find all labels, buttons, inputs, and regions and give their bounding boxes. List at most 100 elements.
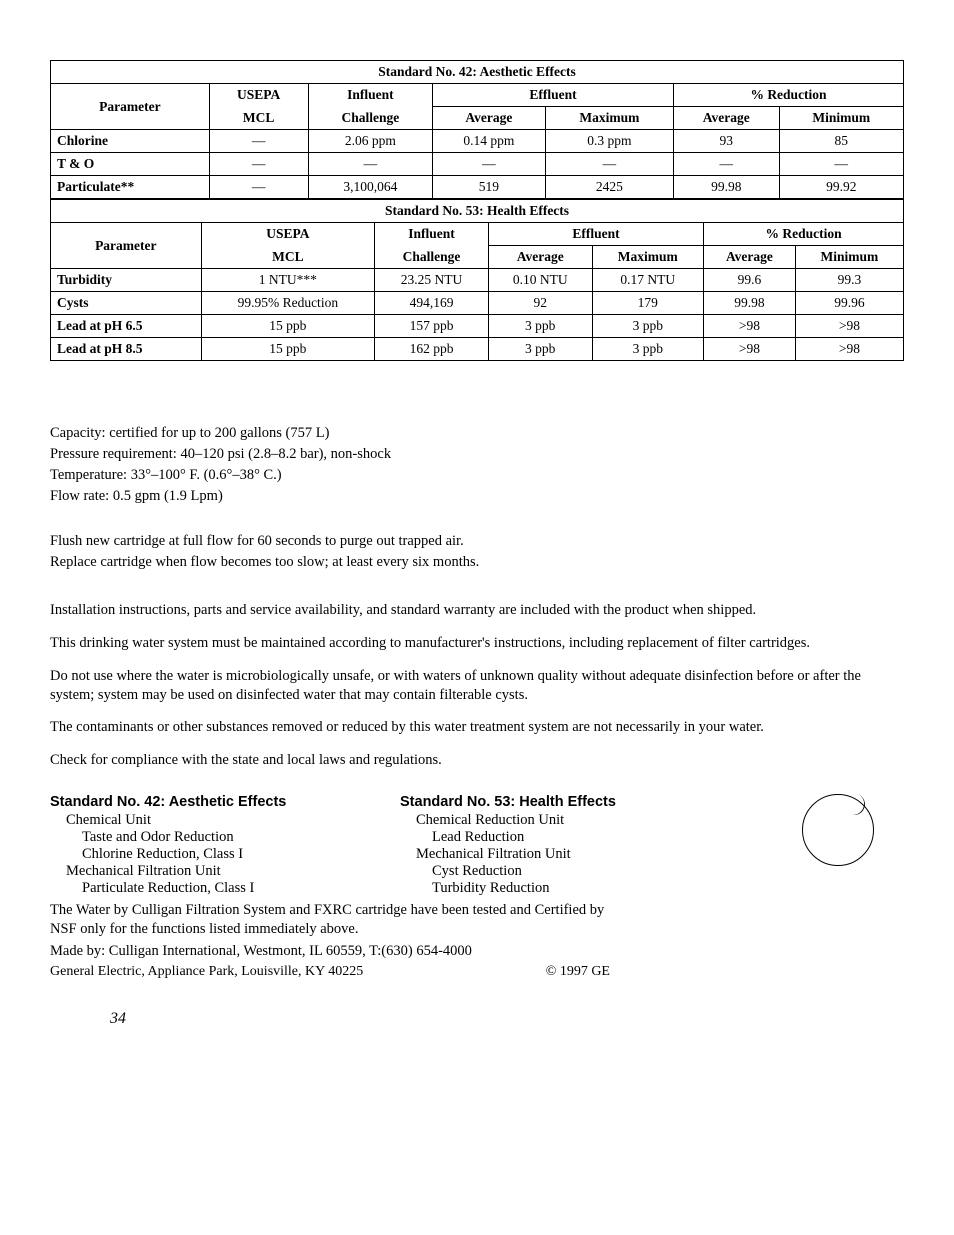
std42-unit1: Chemical Unit — [66, 812, 400, 829]
note-1: Installation instructions, parts and ser… — [50, 601, 904, 620]
hdr-reduction: % Reduction — [704, 223, 904, 246]
cell: 99.98 — [674, 176, 779, 199]
std53-unit2: Mechanical Filtration Unit — [416, 846, 680, 863]
instr-flush: Flush new cartridge at full flow for 60 … — [50, 533, 904, 550]
hdr-parameter: Parameter — [51, 84, 210, 130]
instr-replace: Replace cartridge when flow becomes too … — [50, 554, 904, 571]
table-row: Cysts 99.95% Reduction 494,169 92 179 99… — [51, 292, 904, 315]
cell: 3,100,064 — [308, 176, 432, 199]
hdr-red-min: Minimum — [779, 107, 904, 130]
hdr-eff-avg: Average — [433, 107, 546, 130]
standard-42-column: Standard No. 42: Aesthetic Effects Chemi… — [50, 794, 400, 897]
cell: 99.92 — [779, 176, 904, 199]
cell: — — [308, 153, 432, 176]
cell: >98 — [795, 315, 903, 338]
instructions-block: Flush new cartridge at full flow for 60 … — [50, 533, 904, 571]
table-row: Turbidity 1 NTU*** 23.25 NTU 0.10 NTU 0.… — [51, 269, 904, 292]
spec-pressure: Pressure requirement: 40–120 psi (2.8–8.… — [50, 446, 904, 463]
cell: 157 ppb — [375, 315, 489, 338]
hdr-mcl: MCL — [209, 107, 308, 130]
copyright: © 1997 GE — [546, 964, 610, 980]
cell: 494,169 — [375, 292, 489, 315]
standards-columns: Standard No. 42: Aesthetic Effects Chemi… — [50, 794, 904, 897]
hdr-eff-max: Maximum — [592, 246, 704, 269]
hdr-parameter: Parameter — [51, 223, 202, 269]
table-42-title: Standard No. 42: Aesthetic Effects — [51, 61, 904, 84]
cell: 0.10 NTU — [488, 269, 592, 292]
cell: 3 ppb — [488, 338, 592, 361]
hdr-challenge: Challenge — [308, 107, 432, 130]
note-5: Check for compliance with the state and … — [50, 751, 904, 770]
cell: 0.3 ppm — [545, 130, 673, 153]
footer-block: The Water by Culligan Filtration System … — [50, 901, 904, 980]
cell: — — [779, 153, 904, 176]
standard-53-column: Standard No. 53: Health Effects Chemical… — [400, 794, 680, 897]
cell: 0.17 NTU — [592, 269, 704, 292]
cell: Turbidity — [51, 269, 202, 292]
hdr-usepa: USEPA — [201, 223, 374, 246]
cell: 15 ppb — [201, 315, 374, 338]
cell: 3 ppb — [592, 338, 704, 361]
cell: 2425 — [545, 176, 673, 199]
cell: Lead at pH 6.5 — [51, 315, 202, 338]
note-4: The contaminants or other substances rem… — [50, 718, 904, 737]
std53-item2: Cyst Reduction — [432, 863, 680, 880]
cell: 1 NTU*** — [201, 269, 374, 292]
cell: 3 ppb — [592, 315, 704, 338]
spec-flow: Flow rate: 0.5 gpm (1.9 Lpm) — [50, 488, 904, 505]
cell: — — [209, 130, 308, 153]
hdr-red-avg: Average — [704, 246, 796, 269]
hdr-influent: Influent — [308, 84, 432, 107]
hdr-challenge: Challenge — [375, 246, 489, 269]
cell: >98 — [704, 315, 796, 338]
std42-title: Standard No. 42: Aesthetic Effects — [50, 794, 400, 810]
cell: — — [433, 153, 546, 176]
cell: 92 — [488, 292, 592, 315]
std42-unit2: Mechanical Filtration Unit — [66, 863, 400, 880]
notes-block: Installation instructions, parts and ser… — [50, 601, 904, 770]
cell: 179 — [592, 292, 704, 315]
std53-item3: Turbidity Reduction — [432, 880, 680, 897]
hdr-influent: Influent — [375, 223, 489, 246]
cell: Lead at pH 8.5 — [51, 338, 202, 361]
table-row: Lead at pH 6.5 15 ppb 157 ppb 3 ppb 3 pp… — [51, 315, 904, 338]
ge-address: General Electric, Appliance Park, Louisv… — [50, 964, 363, 980]
cell: 519 — [433, 176, 546, 199]
cell: 99.3 — [795, 269, 903, 292]
cert-statement: The Water by Culligan Filtration System … — [50, 901, 610, 939]
cell: 3 ppb — [488, 315, 592, 338]
note-3: Do not use where the water is microbiolo… — [50, 667, 904, 705]
hdr-mcl: MCL — [201, 246, 374, 269]
table-row: Lead at pH 8.5 15 ppb 162 ppb 3 ppb 3 pp… — [51, 338, 904, 361]
hdr-effluent: Effluent — [488, 223, 703, 246]
cell: 99.96 — [795, 292, 903, 315]
cell: — — [209, 176, 308, 199]
cell: 162 ppb — [375, 338, 489, 361]
cell: >98 — [795, 338, 903, 361]
spec-temperature: Temperature: 33°–100° F. (0.6°–38° C.) — [50, 467, 904, 484]
table-row: Particulate** — 3,100,064 519 2425 99.98… — [51, 176, 904, 199]
cell: — — [545, 153, 673, 176]
table-row: T & O — — — — — — — [51, 153, 904, 176]
std53-title: Standard No. 53: Health Effects — [400, 794, 680, 810]
table-row: Chlorine — 2.06 ppm 0.14 ppm 0.3 ppm 93 … — [51, 130, 904, 153]
table-standard-53: Standard No. 53: Health Effects Paramete… — [50, 199, 904, 361]
cell: >98 — [704, 338, 796, 361]
cell: 85 — [779, 130, 904, 153]
std53-item1: Lead Reduction — [432, 829, 680, 846]
made-by: Made by: Culligan International, Westmon… — [50, 943, 904, 960]
specifications-block: Capacity: certified for up to 200 gallon… — [50, 425, 904, 505]
cell: 0.14 ppm — [433, 130, 546, 153]
cell: 99.98 — [704, 292, 796, 315]
table-53-title: Standard No. 53: Health Effects — [51, 200, 904, 223]
page-number: 34 — [110, 1010, 904, 1028]
std42-item2: Chlorine Reduction, Class I — [82, 846, 400, 863]
std42-item3: Particulate Reduction, Class I — [82, 880, 400, 897]
cell: Cysts — [51, 292, 202, 315]
std42-item1: Taste and Odor Reduction — [82, 829, 400, 846]
std53-unit1: Chemical Reduction Unit — [416, 812, 680, 829]
cell: 15 ppb — [201, 338, 374, 361]
hdr-eff-avg: Average — [488, 246, 592, 269]
hdr-reduction: % Reduction — [674, 84, 904, 107]
cell: 99.6 — [704, 269, 796, 292]
